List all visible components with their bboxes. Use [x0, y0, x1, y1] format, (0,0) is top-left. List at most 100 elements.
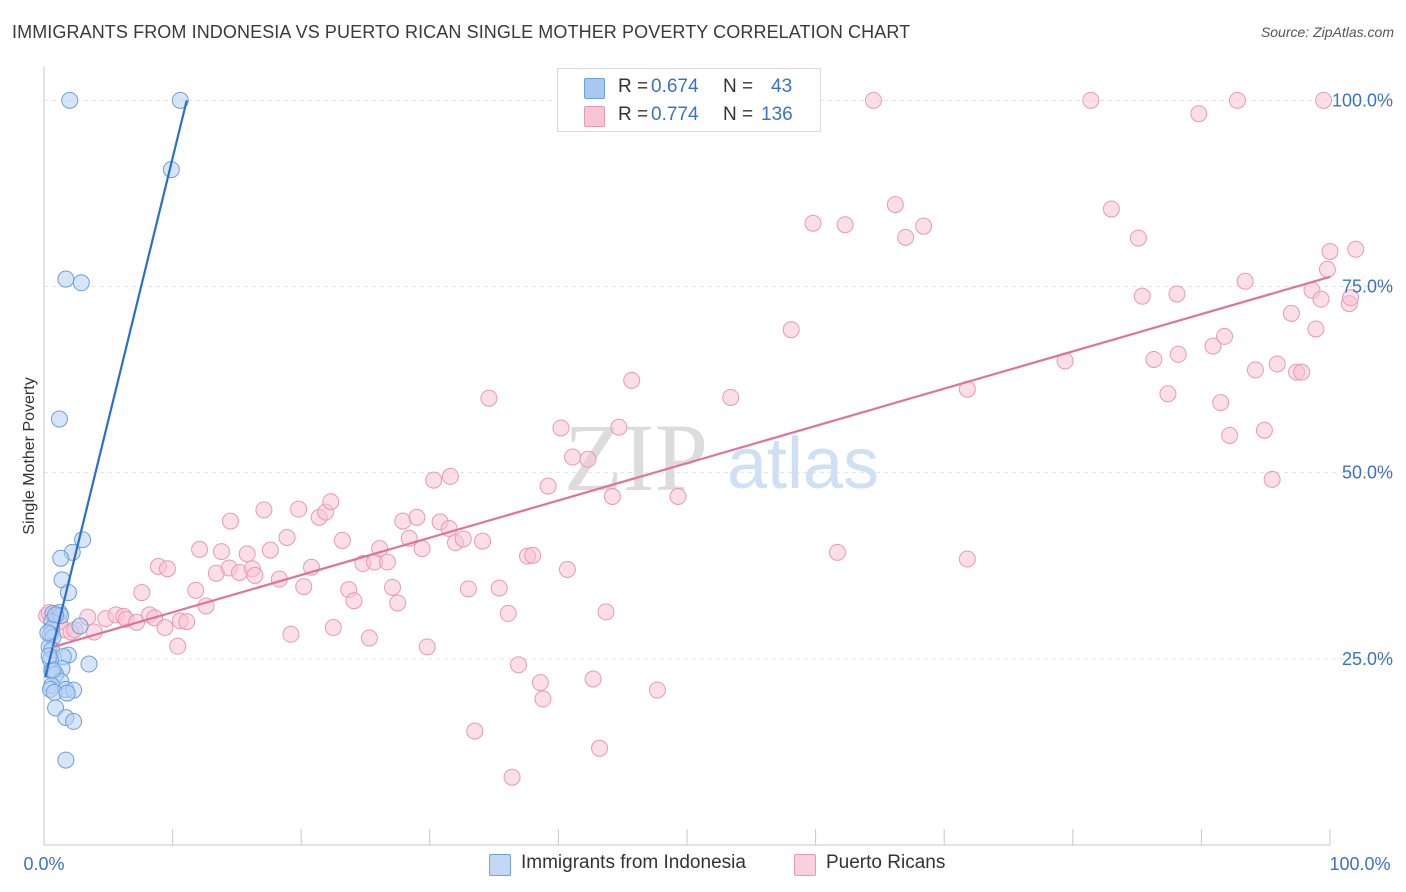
- data-point-puerto-ricans: [324, 619, 342, 637]
- n-label: N =: [723, 76, 754, 97]
- data-point-puerto-ricans: [669, 487, 687, 505]
- trend-line-indonesia: [44, 100, 188, 678]
- data-point-puerto-ricans: [610, 418, 628, 436]
- data-point-puerto-ricans: [499, 604, 517, 622]
- data-point-puerto-ricans: [886, 196, 904, 214]
- data-point-indonesia: [61, 91, 79, 109]
- data-point-puerto-ricans: [597, 603, 615, 621]
- data-point-puerto-ricans: [418, 638, 436, 656]
- series-puerto-ricans: [38, 91, 1365, 786]
- data-point-puerto-ricans: [459, 580, 477, 598]
- tick-labels: 25.0% 50.0% 75.0% 100.0% 0.0% 100.0%: [23, 90, 1393, 874]
- gridlines: [44, 99, 1392, 660]
- data-point-indonesia: [65, 712, 83, 730]
- data-point-indonesia: [57, 270, 75, 288]
- axes: [43, 66, 1331, 846]
- n-value: 43: [771, 76, 793, 97]
- y-tick-label: 25.0%: [1342, 649, 1393, 669]
- series-legend: Immigrants from Indonesia Puerto Ricans: [0, 852, 1406, 878]
- data-point-puerto-ricans: [1102, 200, 1120, 218]
- data-point-puerto-ricans: [552, 419, 570, 437]
- data-point-puerto-ricans: [1145, 350, 1163, 368]
- data-point-puerto-ricans: [897, 228, 915, 246]
- r-label: R =: [618, 76, 649, 97]
- legend-swatch-indonesia: [584, 78, 605, 99]
- data-point-puerto-ricans: [1204, 337, 1222, 355]
- data-point-puerto-ricans: [425, 471, 443, 489]
- n-value: 136: [761, 104, 793, 125]
- stats-legend: R = 0.674 N = 43 R = 0.774 N = 136: [557, 68, 821, 132]
- data-point-puerto-ricans: [1312, 290, 1330, 308]
- data-point-puerto-ricans: [584, 670, 602, 688]
- data-point-puerto-ricans: [1236, 272, 1254, 290]
- data-point-puerto-ricans: [1082, 91, 1100, 109]
- data-point-puerto-ricans: [378, 553, 396, 571]
- data-point-puerto-ricans: [1212, 394, 1230, 412]
- data-point-puerto-ricans: [958, 550, 976, 568]
- data-point-indonesia: [58, 684, 76, 702]
- data-point-puerto-ricans: [169, 637, 187, 655]
- data-point-indonesia: [39, 624, 57, 642]
- data-point-puerto-ricans: [603, 487, 621, 505]
- data-point-puerto-ricans: [454, 530, 472, 548]
- data-point-puerto-ricans: [261, 541, 279, 559]
- data-point-puerto-ricans: [534, 690, 552, 708]
- legend-label-indonesia: Immigrants from Indonesia: [521, 852, 746, 873]
- data-point-puerto-ricans: [490, 579, 508, 597]
- legend-swatch-puerto-ricans: [584, 106, 605, 127]
- n-label: N =: [723, 104, 754, 125]
- data-point-puerto-ricans: [531, 674, 549, 692]
- data-point-puerto-ricans: [295, 578, 313, 596]
- data-point-puerto-ricans: [1221, 426, 1239, 444]
- data-point-puerto-ricans: [408, 508, 426, 526]
- data-point-puerto-ricans: [1263, 470, 1281, 488]
- data-point-puerto-ricans: [1228, 91, 1246, 109]
- data-point-puerto-ricans: [1129, 229, 1147, 247]
- data-point-puerto-ricans: [156, 619, 174, 637]
- stats-legend-row-indonesia: R = 0.674 N = 43: [558, 73, 820, 101]
- data-point-indonesia: [50, 410, 68, 428]
- data-point-indonesia: [171, 91, 189, 109]
- watermark-atlas: atlas: [727, 424, 879, 504]
- x-tick-label: 100.0%: [1329, 854, 1390, 874]
- data-point-puerto-ricans: [828, 543, 846, 561]
- data-point-puerto-ricans: [290, 500, 308, 518]
- data-point-puerto-ricans: [1190, 105, 1208, 123]
- data-point-puerto-ricans: [579, 450, 597, 468]
- trend-lines: [44, 100, 1331, 678]
- y-axis-label: Single Mother Poverty: [21, 377, 38, 534]
- data-point-indonesia: [57, 751, 75, 769]
- data-point-puerto-ricans: [722, 388, 740, 406]
- stats-legend-row-puerto-ricans: R = 0.774 N = 136: [558, 101, 820, 129]
- data-point-puerto-ricans: [384, 578, 402, 596]
- data-point-puerto-ricans: [1307, 320, 1325, 338]
- data-point-puerto-ricans: [212, 543, 230, 561]
- data-point-puerto-ricans: [1347, 240, 1365, 258]
- data-point-puerto-ricans: [238, 545, 256, 563]
- data-point-puerto-ricans: [1169, 345, 1187, 363]
- data-point-puerto-ricans: [255, 501, 273, 519]
- data-point-puerto-ricans: [345, 592, 363, 610]
- x-tick-label: 0.0%: [23, 854, 64, 874]
- data-point-puerto-ricans: [480, 389, 498, 407]
- data-point-puerto-ricans: [1159, 385, 1177, 403]
- r-value: 0.674: [651, 76, 699, 97]
- data-point-puerto-ricans: [282, 625, 300, 643]
- data-point-indonesia: [71, 617, 89, 635]
- data-point-puerto-ricans: [1168, 285, 1186, 303]
- data-point-puerto-ricans: [1293, 363, 1311, 381]
- data-point-puerto-ricans: [441, 467, 459, 485]
- data-point-indonesia: [52, 549, 70, 567]
- data-point-puerto-ricans: [1133, 287, 1151, 305]
- r-label: R =: [618, 104, 649, 125]
- data-point-puerto-ricans: [1318, 260, 1336, 278]
- y-tick-label: 100.0%: [1332, 90, 1393, 110]
- data-point-puerto-ricans: [623, 371, 641, 389]
- data-point-indonesia: [80, 655, 98, 673]
- r-value: 0.774: [651, 104, 699, 125]
- data-point-puerto-ricans: [322, 493, 340, 511]
- data-point-puerto-ricans: [1282, 304, 1300, 322]
- data-point-puerto-ricans: [836, 216, 854, 234]
- data-point-puerto-ricans: [1321, 243, 1339, 261]
- data-point-puerto-ricans: [1255, 421, 1273, 439]
